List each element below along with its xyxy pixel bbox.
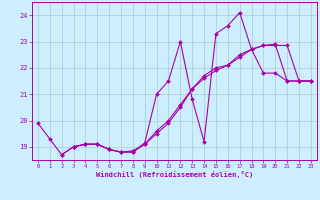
X-axis label: Windchill (Refroidissement éolien,°C): Windchill (Refroidissement éolien,°C) xyxy=(96,171,253,178)
